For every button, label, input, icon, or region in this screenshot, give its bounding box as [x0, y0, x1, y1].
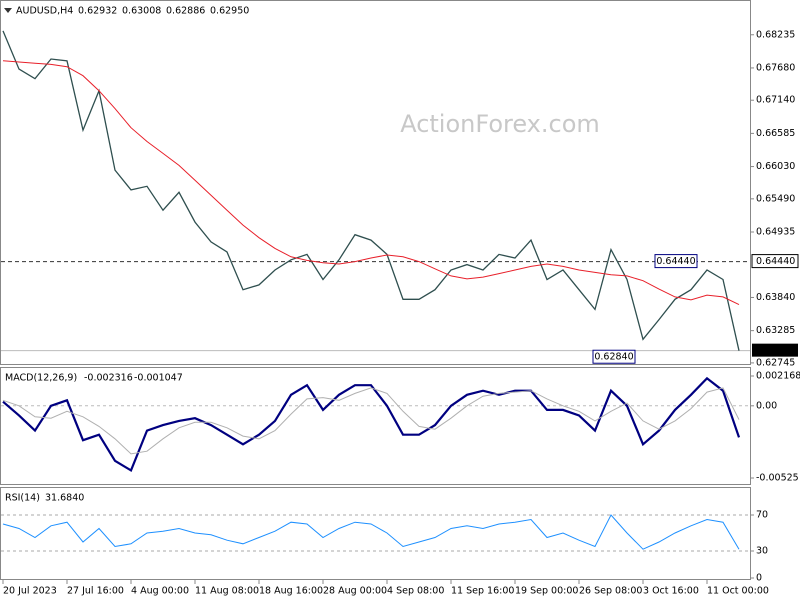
axis-box: [752, 343, 798, 357]
y-tick-label: 0.64935: [756, 227, 795, 238]
y-tick-label: 0.65490: [756, 193, 795, 204]
ohlc-value: 0.62932: [78, 6, 117, 17]
series-line: [2, 30, 740, 351]
axis-annotation: 0.64440: [756, 256, 795, 267]
axis-box: [751, 254, 799, 269]
y-tick-label: 0.66585: [756, 128, 795, 139]
readout-value: 31.6840: [45, 493, 84, 504]
readout-value: -0.002316: [84, 373, 133, 384]
y-tick-label: 0.00: [756, 400, 777, 411]
label-box: [654, 254, 698, 269]
ohlc-value: 0.63008: [122, 6, 161, 17]
x-tick-label: 4 Sep 08:00: [387, 586, 444, 597]
menu-arrow: [4, 8, 12, 13]
x-tick-label: 18 Aug 16:00: [259, 586, 323, 597]
rsi-panel: [0, 487, 751, 580]
panel-title: RSI(14): [5, 493, 40, 504]
y-tick-label: 0.67680: [756, 62, 795, 73]
label-box: [592, 349, 636, 364]
y-tick-label: 70: [756, 510, 768, 521]
y-tick-label: 0.63840: [756, 292, 795, 303]
macd-panel: [0, 367, 751, 485]
annotation-label: 0.64440: [656, 256, 695, 267]
x-tick-label: 11 Aug 08:00: [195, 586, 259, 597]
y-tick-label: 0.68235: [756, 29, 795, 40]
y-tick-label: 0.66030: [756, 161, 795, 172]
x-tick-label: 19 Sep 00:00: [515, 586, 578, 597]
y-tick-label: 30: [756, 546, 768, 557]
x-tick-label: 4 Aug 00:00: [131, 586, 189, 597]
y-tick-label: 0.67140: [756, 95, 795, 106]
x-tick-label: 27 Jul 16:00: [67, 586, 124, 597]
x-tick-label: 3 Oct 16:00: [643, 586, 699, 597]
x-tick-label: 11 Oct 00:00: [707, 586, 769, 597]
watermark: ActionForex.com: [400, 110, 600, 138]
panel-title: AUDUSD,H4: [16, 6, 73, 17]
x-tick-label: 26 Sep 08:00: [579, 586, 642, 597]
price-panel: [0, 0, 751, 365]
panel-title: MACD(12,26,9): [5, 373, 77, 384]
ohlc-value: 0.62950: [210, 6, 249, 17]
x-tick-label: 28 Aug 00:00: [323, 586, 387, 597]
y-tick-label: -0.00525: [756, 472, 799, 483]
current-price: 0.62950: [756, 345, 795, 356]
series-line: [2, 376, 741, 473]
ohlc-value: 0.62886: [166, 6, 205, 17]
y-tick-label: 0.002168: [756, 371, 800, 382]
x-tick-label: 20 Jul 2023: [3, 586, 57, 597]
series-line: [2, 514, 740, 550]
annotation-label: 0.62840: [594, 352, 633, 363]
y-tick-label: 0.63285: [756, 325, 795, 336]
x-tick-label: 11 Sep 16:00: [451, 586, 514, 597]
series-line: [2, 60, 740, 306]
y-tick-label: 0: [756, 573, 762, 584]
readout-value: -0.001047: [134, 373, 183, 384]
y-tick-label: 0.62745: [756, 357, 795, 368]
series-line: [2, 387, 740, 455]
